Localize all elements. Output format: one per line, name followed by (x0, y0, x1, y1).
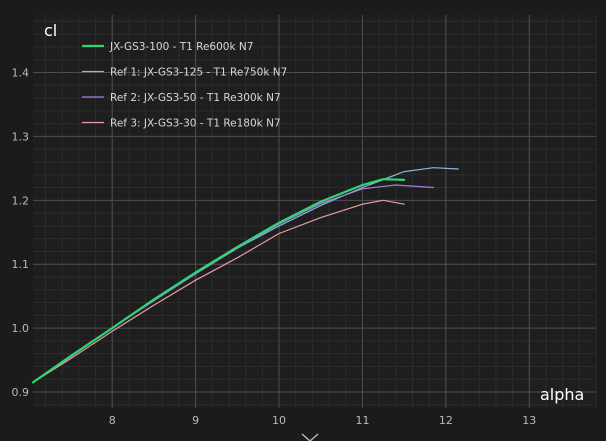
y-axis-label: cl (44, 21, 57, 40)
y-tick-label: 1.0 (12, 322, 30, 335)
x-axis-label: alpha (540, 385, 584, 404)
y-tick-label: 1.1 (12, 258, 30, 271)
x-tick-label: 8 (109, 414, 116, 427)
y-tick-label: 1.3 (12, 130, 30, 143)
legend-label: Ref 3: JX-GS3-30 - T1 Re180k N7 (110, 118, 281, 130)
y-tick-label: 0.9 (12, 386, 30, 399)
legend-label: Ref 2: JX-GS3-50 - T1 Re300k N7 (110, 92, 281, 104)
x-tick-label: 13 (522, 414, 536, 427)
x-tick-label: 11 (355, 414, 369, 427)
x-tick-label: 10 (272, 414, 286, 427)
legend-label: JX-GS3-100 - T1 Re600k N7 (109, 41, 253, 53)
x-tick-label: 12 (439, 414, 453, 427)
y-tick-label: 1.4 (12, 67, 30, 80)
legend-label: Ref 1: JX-GS3-125 - T1 Re750k N7 (110, 67, 287, 79)
x-tick-label: 9 (192, 414, 199, 427)
y-tick-label: 1.2 (12, 194, 30, 207)
